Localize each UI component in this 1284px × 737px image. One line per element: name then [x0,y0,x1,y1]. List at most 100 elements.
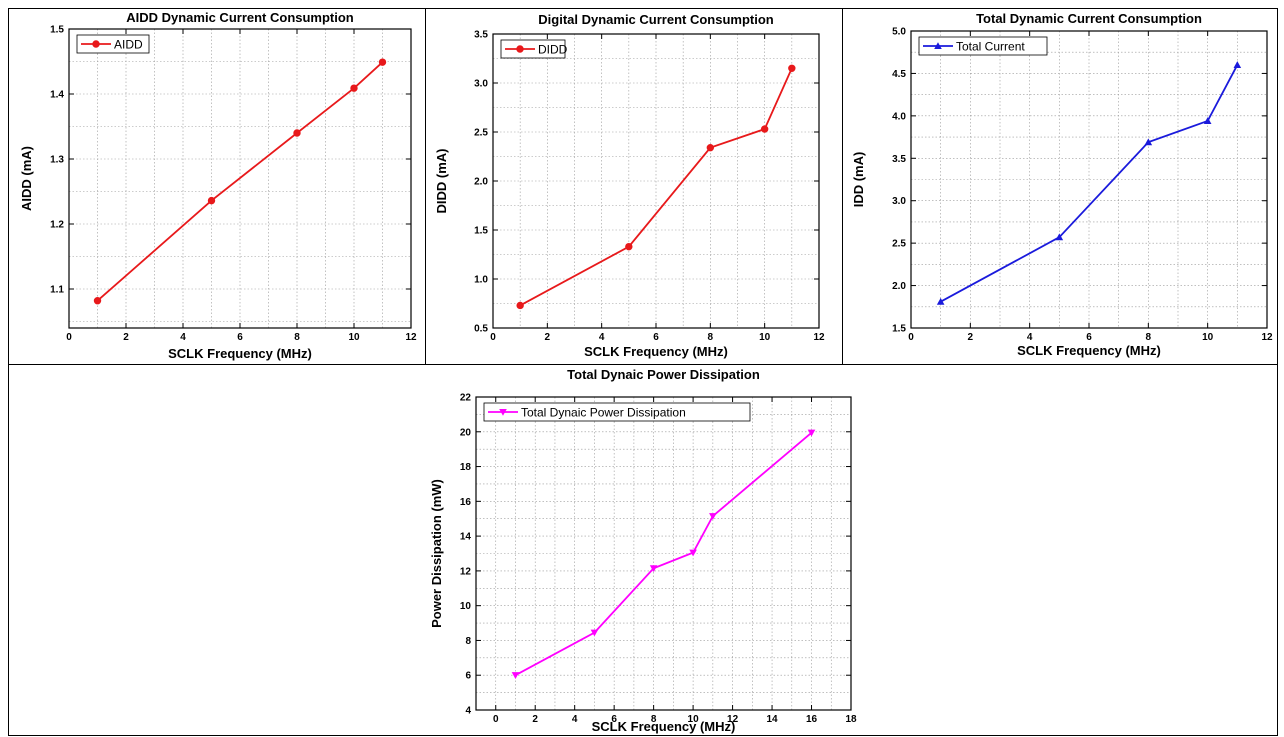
figure-table: AIDD Dynamic Current Consumption 0 2 4 6 8 10 1… [8,8,1278,736]
legend-label: DIDD [538,43,568,57]
x-tick-label: 4 [1027,332,1033,343]
x-tick-label: 8 [708,332,714,343]
y-tick-label: 1.4 [50,90,64,101]
data-point [378,58,387,66]
x-tick-label: 4 [572,714,578,725]
legend: AIDD [76,34,150,54]
y-tick-label: 1.5 [892,324,906,335]
y-tick-label: 2.5 [474,128,488,139]
y-tick-label: 5.0 [892,27,906,38]
x-tick-label: 8 [1146,332,1152,343]
y-axis-label: IDD (mA) [851,152,866,208]
data-point [207,196,216,205]
data-point [293,129,301,137]
y-tick-label: 1.3 [50,155,64,166]
y-tick-label: 4 [465,706,471,717]
series-total-dynaic-power-dissipation [511,429,816,680]
y-tick-label: 22 [460,393,472,404]
chart-cell-didd: Digital Dynamic Current Consumption 0 2 4 6 8… [425,8,843,365]
x-axis-label: SCLK Frequency (MHz) [592,719,736,734]
chart-cell-aidd: AIDD Dynamic Current Consumption 0 2 4 6 8 10 1… [8,8,426,365]
x-tick-label: 0 [490,332,496,343]
legend: Total Current [918,36,1048,56]
series-didd [516,64,796,310]
data-point [649,565,658,573]
x-tick-label: 16 [806,714,818,725]
y-tick-label: 4.5 [892,69,906,80]
grid-lines [493,34,819,328]
series-total-current [936,61,1242,305]
chart-title: Total Dynaic Power Dissipation [567,367,760,382]
y-axis-ticks: 4 6 8 10 12 14 16 18 20 22 [460,393,851,717]
x-axis-label: SCLK Frequency (MHz) [1017,343,1161,358]
x-tick-label: 4 [180,332,186,343]
data-point [1144,138,1153,146]
x-tick-label: 6 [611,714,617,725]
y-tick-label: 3.0 [892,196,906,207]
x-tick-label: 12 [1261,332,1273,343]
data-point [1203,117,1212,124]
series-aidd [93,58,387,305]
y-tick-label: 2.0 [474,177,488,188]
legend-marker [516,45,524,53]
y-tick-label: 4.0 [892,111,906,122]
x-tick-label: 12 [813,332,825,343]
x-axis-label: SCLK Frequency (MHz) [584,344,728,359]
y-tick-label: 0.5 [474,324,488,335]
y-tick-label: 3.5 [474,30,488,41]
didd-chart: Digital Dynamic Current Consumption 0 2 4 6 8… [434,12,825,359]
data-point [760,125,769,133]
series-line [515,431,813,677]
x-tick-label: 6 [653,332,659,343]
data-point [93,297,102,305]
chart-title: AIDD Dynamic Current Consumption [126,10,354,25]
y-axis-label: DIDD (mA) [434,149,449,214]
x-tick-label: 0 [493,714,499,725]
y-tick-label: 18 [460,462,472,473]
chart-title: Digital Dynamic Current Consumption [538,12,774,27]
legend-marker [92,40,100,48]
x-tick-label: 18 [845,714,857,725]
legend-box [918,36,1048,56]
chart-cell-power: Total Dynaic Power Dissipation 0 2 4 6 8 10 12 1… [8,364,1278,736]
y-tick-label: 2.0 [892,281,906,292]
legend-label: Total Current [956,40,1025,54]
legend: Total Dynaic Power Dissipation [483,402,751,422]
x-tick-label: 2 [968,332,974,343]
grid-lines [476,397,851,710]
y-axis-ticks: 0.5 1.0 1.5 2.0 2.5 3.0 3.5 [474,30,819,335]
x-tick-label: 2 [532,714,538,725]
x-tick-label: 12 [405,332,417,343]
x-axis-ticks: 0 2 4 6 8 10 12 [908,31,1273,343]
data-point [1233,61,1242,68]
data-point [689,549,697,557]
data-point [511,672,520,680]
x-axis-label: SCLK Frequency (MHz) [168,346,312,361]
y-tick-label: 12 [460,566,472,577]
x-tick-label: 0 [908,332,914,343]
x-tick-label: 4 [599,332,605,343]
legend-box [483,402,751,422]
y-tick-label: 10 [460,601,472,612]
x-tick-label: 14 [766,714,778,725]
grid-lines [69,29,411,328]
data-point [1055,233,1064,241]
legend-box [76,34,150,54]
aidd-chart: AIDD Dynamic Current Consumption 0 2 4 6 8 10 1… [19,10,417,361]
x-tick-label: 2 [545,332,551,343]
y-tick-label: 1.1 [50,285,64,296]
y-axis-label: AIDD (mA) [19,146,34,211]
y-tick-label: 14 [460,532,472,543]
data-point [706,143,715,152]
y-tick-label: 1.0 [474,275,488,286]
x-tick-label: 0 [66,332,72,343]
x-axis-ticks: 0 2 4 6 8 10 12 [66,29,417,343]
data-point [788,64,796,72]
data-point [807,429,816,437]
x-tick-label: 10 [759,332,771,343]
chart-cell-idd: Total Dynamic Current Consumption 0 2 4 6 8 10… [842,8,1278,365]
x-axis-ticks: 0 2 4 6 8 10 12 14 16 18 [493,397,857,725]
x-tick-label: 10 [1202,332,1214,343]
y-tick-label: 3.5 [892,154,906,165]
data-point [936,297,945,305]
